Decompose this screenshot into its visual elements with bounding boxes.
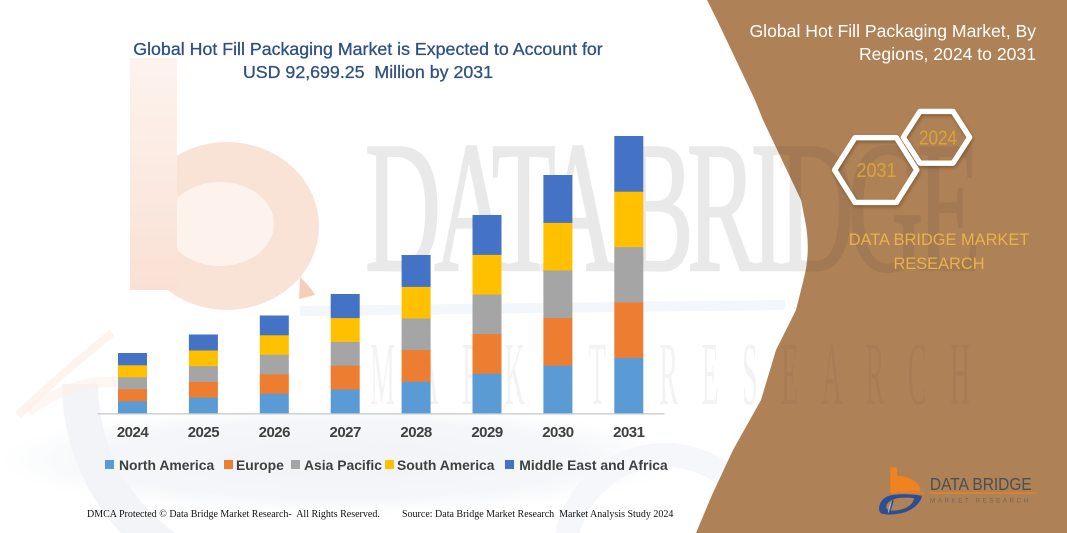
svg-text:2031: 2031 [857,159,897,182]
svg-text:2024: 2024 [919,127,957,150]
svg-text:MARKET RESEARCH: MARKET RESEARCH [370,326,994,425]
svg-text:MARKET RESEARCH: MARKET RESEARCH [930,498,1031,505]
svg-text:DATA BRIDGE: DATA BRIDGE [930,474,1032,494]
